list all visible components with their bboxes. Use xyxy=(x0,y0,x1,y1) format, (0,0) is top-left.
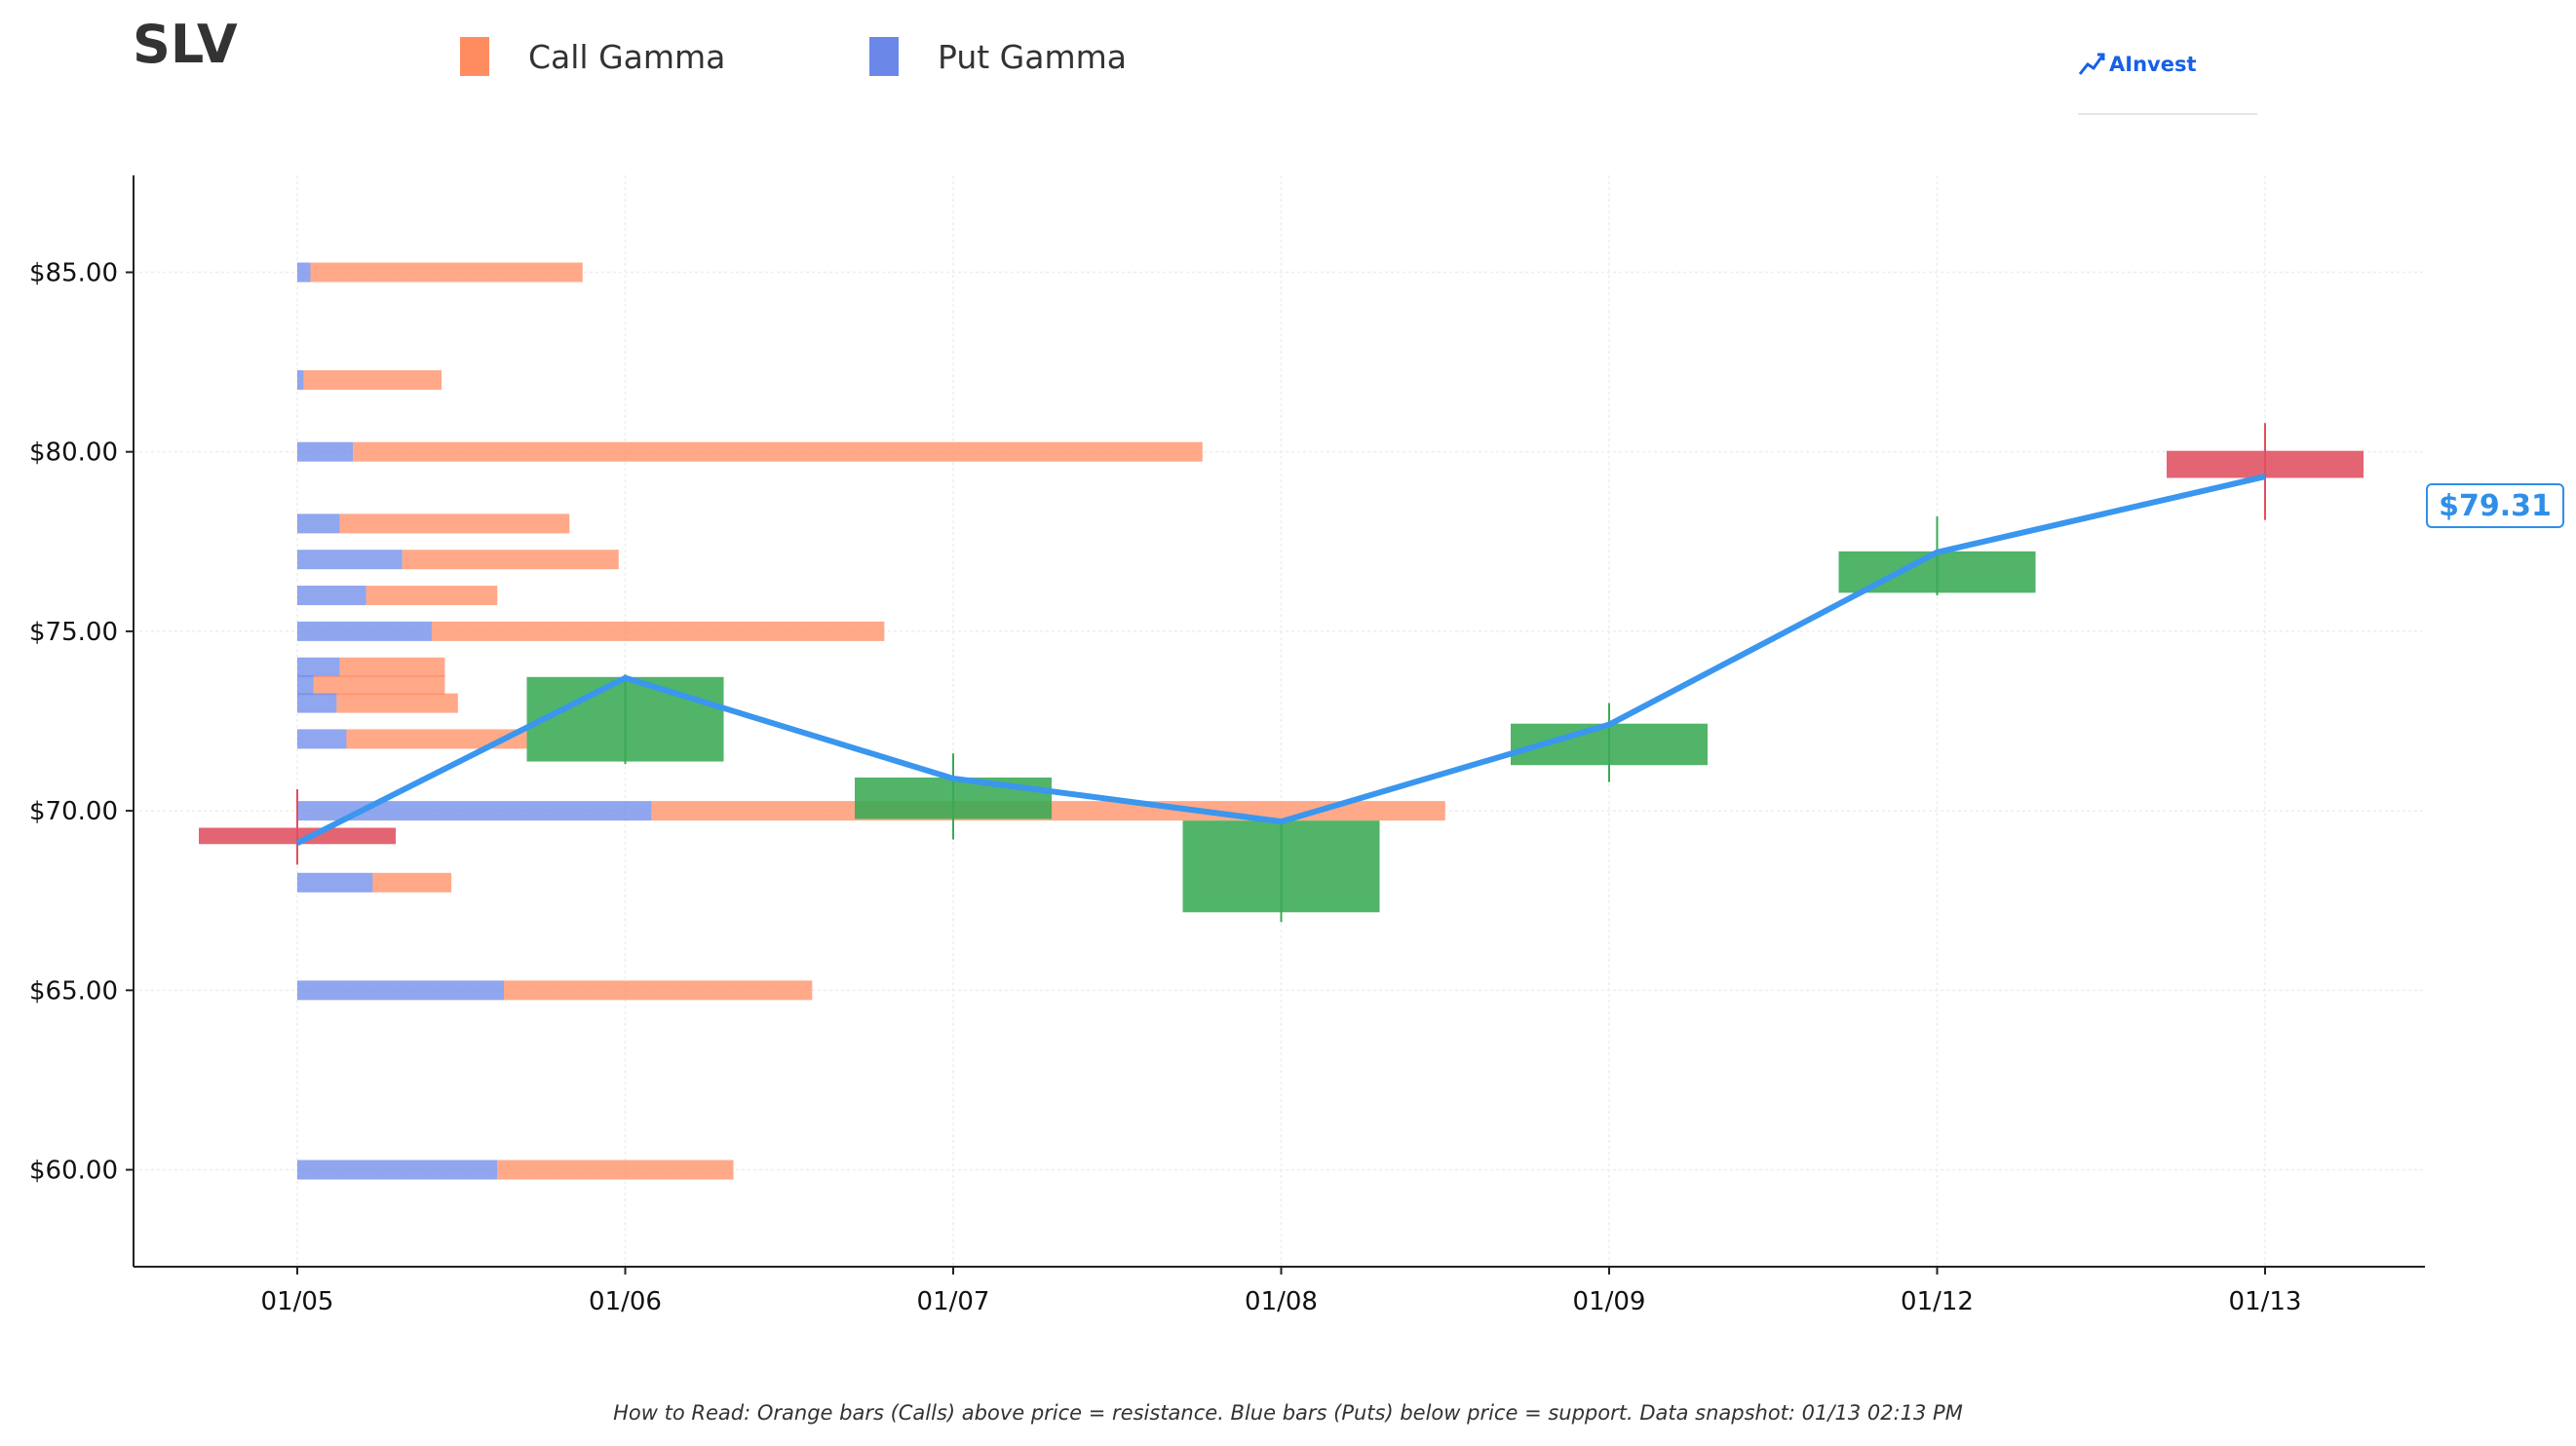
put-gamma-bar xyxy=(297,262,311,283)
candle-body xyxy=(855,777,1052,819)
close-price-line xyxy=(295,474,2266,846)
put-gamma-bar xyxy=(297,675,314,696)
call-gamma-bar xyxy=(339,514,570,534)
call-gamma-bar xyxy=(336,693,458,713)
footer-note: How to Read: Orange bars (Calls) above p… xyxy=(613,1401,1963,1425)
y-tick-label: $70.00 xyxy=(29,797,118,826)
put-gamma-bar xyxy=(297,514,340,534)
put-gamma-bar xyxy=(297,801,652,821)
x-tick-label: 01/13 xyxy=(2229,1287,2302,1316)
call-gamma-bar xyxy=(431,621,885,641)
candle-body xyxy=(526,676,724,762)
legend-put-gamma: Put Gamma xyxy=(869,37,1127,76)
call-gamma-bar xyxy=(503,980,813,1001)
x-tick-label: 01/08 xyxy=(1245,1287,1318,1316)
x-tick-label: 01/06 xyxy=(589,1287,662,1316)
put-gamma-bar xyxy=(297,1160,498,1180)
chart-title: SLV xyxy=(133,14,238,75)
y-tick-label: $60.00 xyxy=(29,1157,118,1186)
put-gamma-bar xyxy=(297,729,347,749)
x-tick-label: 01/07 xyxy=(917,1287,990,1316)
put-gamma-bar xyxy=(297,441,354,462)
ainvest-logo: AInvest xyxy=(2078,49,2257,115)
y-tick-label: $85.00 xyxy=(29,258,118,287)
y-tick-label: $75.00 xyxy=(29,618,118,647)
legend-put-gamma-label: Put Gamma xyxy=(938,37,1127,76)
call-gamma-bar xyxy=(313,675,445,696)
x-tick-label: 01/09 xyxy=(1573,1287,1646,1316)
call-gamma-bar xyxy=(353,441,1203,462)
candle-body xyxy=(1182,820,1380,913)
put-gamma-bar xyxy=(297,657,340,677)
logo-chart-icon xyxy=(2078,53,2105,75)
call-gamma-bar xyxy=(339,657,445,677)
candle-body xyxy=(2167,450,2364,478)
call-gamma-bar xyxy=(372,872,452,893)
legend-call-gamma-label: Call Gamma xyxy=(528,37,726,76)
put-gamma-swatch xyxy=(869,37,899,76)
y-tick-label: $65.00 xyxy=(29,976,118,1006)
x-tick-label: 01/05 xyxy=(261,1287,334,1316)
current-price-tag: $79.31 xyxy=(2426,483,2564,528)
call-gamma-swatch xyxy=(460,37,489,76)
call-gamma-bar xyxy=(346,729,527,749)
logo-text: AInvest xyxy=(2109,53,2197,76)
put-gamma-bar xyxy=(297,621,432,641)
call-gamma-bar xyxy=(365,586,498,606)
put-gamma-bar xyxy=(297,872,373,893)
call-gamma-bar xyxy=(402,550,619,570)
y-tick-label: $80.00 xyxy=(29,438,118,468)
put-gamma-bar xyxy=(297,693,337,713)
put-gamma-bar xyxy=(297,980,504,1001)
put-gamma-bar xyxy=(297,586,366,606)
legend-call-gamma: Call Gamma xyxy=(460,37,725,76)
put-gamma-bar xyxy=(297,370,304,390)
call-gamma-bar xyxy=(497,1160,734,1180)
call-gamma-bar xyxy=(310,262,583,283)
call-gamma-bar xyxy=(303,370,442,390)
put-gamma-bar xyxy=(297,550,403,570)
x-tick-label: 01/12 xyxy=(1901,1287,1974,1316)
